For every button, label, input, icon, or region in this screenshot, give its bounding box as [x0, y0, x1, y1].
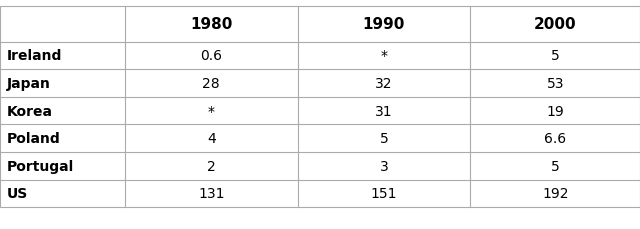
Text: 1990: 1990 — [363, 17, 405, 32]
Text: US: US — [6, 187, 28, 200]
Text: Poland: Poland — [6, 132, 60, 145]
Text: 5: 5 — [380, 132, 388, 145]
Text: 31: 31 — [375, 104, 393, 118]
Text: 0.6: 0.6 — [200, 49, 222, 63]
Text: 131: 131 — [198, 187, 225, 200]
Text: Japan: Japan — [6, 77, 51, 90]
Text: Ireland: Ireland — [6, 49, 62, 63]
Text: Korea: Korea — [6, 104, 52, 118]
Text: 19: 19 — [547, 104, 564, 118]
Text: *: * — [208, 104, 214, 118]
Text: 53: 53 — [547, 77, 564, 90]
Text: 151: 151 — [371, 187, 397, 200]
Text: 192: 192 — [542, 187, 568, 200]
Text: 28: 28 — [202, 77, 220, 90]
Text: 4: 4 — [207, 132, 216, 145]
Text: 6.6: 6.6 — [544, 132, 566, 145]
Text: 5: 5 — [551, 49, 559, 63]
Text: *: * — [381, 49, 387, 63]
Bar — [0, 7, 640, 207]
Text: 5: 5 — [551, 159, 559, 173]
Text: 32: 32 — [375, 77, 393, 90]
Text: Portugal: Portugal — [6, 159, 74, 173]
Text: 3: 3 — [380, 159, 388, 173]
Text: 2000: 2000 — [534, 17, 577, 32]
Text: 1980: 1980 — [190, 17, 232, 32]
Text: 2: 2 — [207, 159, 216, 173]
